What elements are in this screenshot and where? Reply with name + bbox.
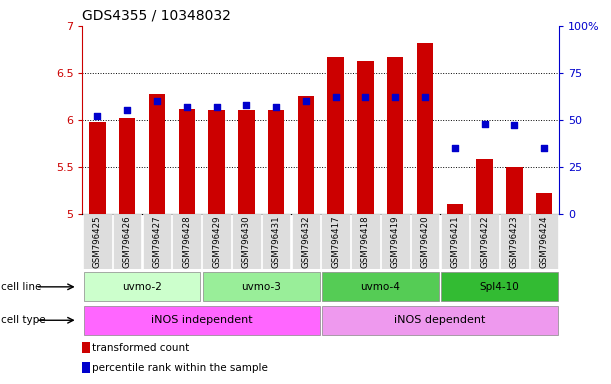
Text: GDS4355 / 10348032: GDS4355 / 10348032 bbox=[82, 8, 232, 22]
Point bbox=[271, 104, 281, 110]
Point bbox=[390, 94, 400, 100]
Text: cell line: cell line bbox=[1, 282, 42, 292]
Bar bbox=[291, 214, 320, 269]
Bar bbox=[84, 272, 200, 301]
Point bbox=[152, 98, 162, 104]
Text: GSM796421: GSM796421 bbox=[450, 215, 459, 268]
Point bbox=[450, 145, 459, 151]
Bar bbox=[321, 214, 350, 269]
Bar bbox=[441, 272, 558, 301]
Text: iNOS dependent: iNOS dependent bbox=[394, 315, 486, 325]
Text: GSM796425: GSM796425 bbox=[93, 215, 102, 268]
Bar bbox=[536, 193, 552, 214]
Text: cell type: cell type bbox=[1, 315, 46, 325]
Bar bbox=[417, 43, 433, 214]
Bar bbox=[208, 111, 225, 214]
Point bbox=[182, 104, 192, 110]
Bar bbox=[262, 214, 290, 269]
Bar bbox=[322, 272, 439, 301]
Bar bbox=[322, 306, 558, 335]
Bar bbox=[506, 167, 522, 214]
Bar bbox=[232, 214, 261, 269]
Point bbox=[540, 145, 549, 151]
Text: uvmo-3: uvmo-3 bbox=[241, 282, 281, 292]
Point bbox=[510, 122, 519, 129]
Bar bbox=[148, 94, 165, 214]
Bar bbox=[327, 57, 344, 214]
Point bbox=[241, 102, 251, 108]
Point bbox=[301, 98, 311, 104]
Text: iNOS independent: iNOS independent bbox=[151, 315, 252, 325]
Bar bbox=[119, 118, 136, 214]
Point bbox=[331, 94, 340, 100]
Text: GSM796424: GSM796424 bbox=[540, 215, 549, 268]
Text: GSM796426: GSM796426 bbox=[123, 215, 131, 268]
Text: GSM796431: GSM796431 bbox=[272, 215, 280, 268]
Bar bbox=[530, 214, 558, 269]
Bar bbox=[113, 214, 142, 269]
Text: uvmo-4: uvmo-4 bbox=[360, 282, 400, 292]
Text: transformed count: transformed count bbox=[92, 343, 190, 353]
Bar bbox=[387, 57, 403, 214]
Point bbox=[360, 94, 370, 100]
Bar bbox=[203, 272, 320, 301]
Text: GSM796427: GSM796427 bbox=[153, 215, 161, 268]
Text: GSM796423: GSM796423 bbox=[510, 215, 519, 268]
Bar bbox=[411, 214, 439, 269]
Bar bbox=[172, 214, 201, 269]
Text: GSM796432: GSM796432 bbox=[301, 215, 310, 268]
Text: GSM796419: GSM796419 bbox=[391, 215, 400, 268]
Bar bbox=[202, 214, 231, 269]
Point bbox=[480, 121, 489, 127]
Text: GSM796420: GSM796420 bbox=[420, 215, 430, 268]
Bar bbox=[82, 343, 90, 353]
Point bbox=[92, 113, 102, 119]
Text: GSM796417: GSM796417 bbox=[331, 215, 340, 268]
Bar bbox=[142, 214, 171, 269]
Text: GSM796429: GSM796429 bbox=[212, 215, 221, 268]
Bar bbox=[84, 306, 320, 335]
Point bbox=[122, 108, 132, 114]
Bar bbox=[83, 214, 112, 269]
Bar bbox=[82, 362, 90, 373]
Bar bbox=[351, 214, 380, 269]
Text: Spl4-10: Spl4-10 bbox=[480, 282, 519, 292]
Bar bbox=[447, 204, 463, 214]
Bar bbox=[178, 109, 195, 214]
Bar bbox=[441, 214, 469, 269]
Bar bbox=[500, 214, 529, 269]
Point bbox=[420, 94, 430, 100]
Text: percentile rank within the sample: percentile rank within the sample bbox=[92, 362, 268, 372]
Bar bbox=[298, 96, 314, 214]
Text: GSM796428: GSM796428 bbox=[182, 215, 191, 268]
Bar bbox=[238, 111, 255, 214]
Text: GSM796418: GSM796418 bbox=[361, 215, 370, 268]
Bar bbox=[470, 214, 499, 269]
Bar bbox=[89, 122, 106, 214]
Bar bbox=[357, 61, 374, 214]
Text: GSM796422: GSM796422 bbox=[480, 215, 489, 268]
Text: GSM796430: GSM796430 bbox=[242, 215, 251, 268]
Bar bbox=[381, 214, 409, 269]
Text: uvmo-2: uvmo-2 bbox=[122, 282, 162, 292]
Bar bbox=[268, 111, 284, 214]
Bar bbox=[477, 159, 493, 214]
Point bbox=[211, 104, 221, 110]
